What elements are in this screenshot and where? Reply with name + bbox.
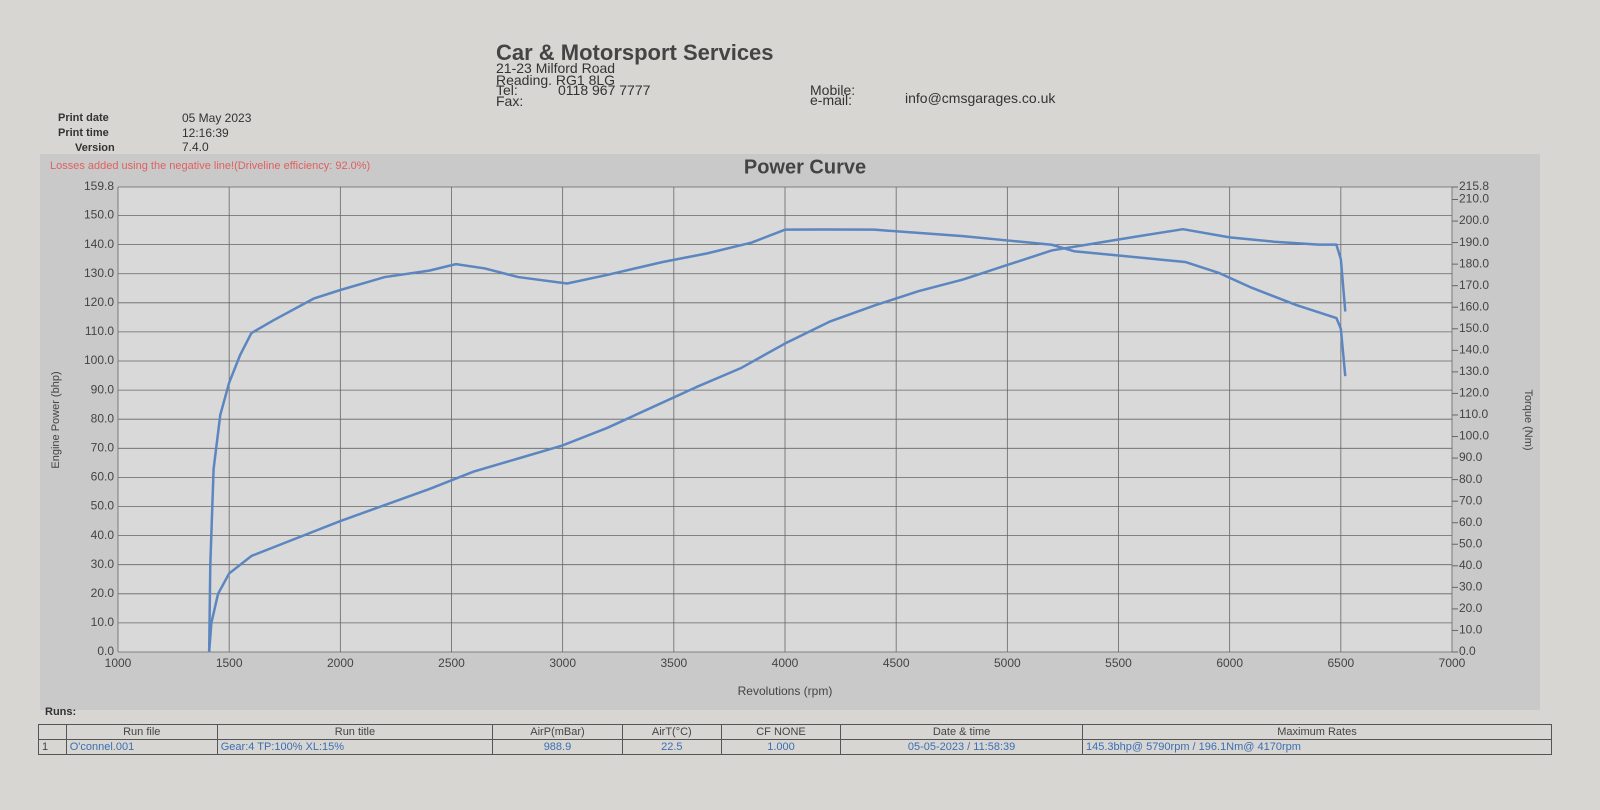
address: 21-23 Milford Road xyxy=(496,60,616,76)
y-tick-label: 50.0 xyxy=(91,499,115,513)
y-tick-label: 140.0 xyxy=(84,237,114,251)
email: info@cmsgarages.co.uk xyxy=(905,90,1056,106)
x-tick-label: 3000 xyxy=(549,656,576,670)
x-tick-label: 5000 xyxy=(994,656,1021,670)
cell: 988.9 xyxy=(492,739,623,755)
label: Tel: xyxy=(496,82,518,98)
x-tick-label: 1500 xyxy=(216,656,243,670)
header-cell: AirT(°C) xyxy=(621,724,722,740)
row: 1 O'connel.001 Gear:4 TP:100% XL:15% 988.9 2… xyxy=(38,739,1553,755)
label: Print date xyxy=(58,112,109,124)
y-tick-label: 70.0 xyxy=(91,440,115,454)
y2-tick-label: 70.0 xyxy=(1459,493,1483,507)
tel: 0118 967 7777 xyxy=(558,82,651,98)
y-tick-label: 90.0 xyxy=(91,382,115,396)
y2-tick-label: 110.0 xyxy=(1459,407,1488,421)
label: Fax: xyxy=(496,93,524,109)
label: Version xyxy=(75,142,115,154)
y-tick-label: 100.0 xyxy=(84,353,114,367)
cell: 1.000 xyxy=(720,739,842,755)
header-cell: AirP(mBar) xyxy=(492,724,623,740)
x-tick-label: 4000 xyxy=(772,656,799,670)
runs-label: Runs: xyxy=(45,706,77,718)
series-line xyxy=(207,228,1347,653)
header-row: Run file Run title AirP(mBar) AirT(°C) CF NO… xyxy=(38,724,1553,740)
y-tick-label: 30.0 xyxy=(91,557,115,571)
y2-tick-label: 150.0 xyxy=(1459,321,1489,335)
header-cell: Run file xyxy=(65,724,218,740)
y2-tick-label: 0.0 xyxy=(1459,644,1476,658)
y-tick-label: 40.0 xyxy=(91,528,115,542)
y-tick-label: 110.0 xyxy=(85,324,114,338)
y-axis-title: Engine Power (bhp) xyxy=(50,371,62,468)
y2-tick-label: 215.8 xyxy=(1459,179,1489,193)
y2-tick-label: 140.0 xyxy=(1459,343,1489,357)
y2-tick-label: 60.0 xyxy=(1459,515,1483,529)
y2-tick-label: 30.0 xyxy=(1459,580,1483,594)
x-axis-title: Revolutions (rpm) xyxy=(738,684,833,698)
x-tick-label: 5500 xyxy=(1105,656,1132,670)
y-tick-label: 159.8 xyxy=(84,179,114,193)
y2-tick-label: 100.0 xyxy=(1459,429,1489,443)
cell: 145.3bhp@ 5790rpm / 196.1Nm@ 4170rpm xyxy=(1081,739,1553,755)
y-tick-label: 20.0 xyxy=(91,586,115,600)
y-tick-label: 130.0 xyxy=(84,266,114,280)
y2-tick-label: 130.0 xyxy=(1459,364,1489,378)
chart-title: Power Curve xyxy=(744,156,866,178)
x-tick-label: 3500 xyxy=(660,656,687,670)
annotation: Losses added using the negative line!(Dr… xyxy=(50,160,370,172)
x-tick-label: 1000 xyxy=(105,656,132,670)
cell: 05-05-2023 / 11:58:39 xyxy=(840,739,1083,755)
y2-tick-label: 190.0 xyxy=(1459,235,1489,249)
y2-tick-label: 40.0 xyxy=(1459,558,1483,572)
y-tick-label: 80.0 xyxy=(91,411,115,425)
company: Car & Motorsport Services xyxy=(496,40,774,65)
y2-tick-label: 50.0 xyxy=(1459,536,1483,550)
y-tick-label: 10.0 xyxy=(91,615,115,629)
label: Print time xyxy=(58,127,109,139)
label: Mobile: xyxy=(810,82,856,98)
value: 05 May 2023 xyxy=(182,111,252,125)
y2-axis-title: Torque (Nm) xyxy=(1522,389,1534,450)
y2-tick-label: 180.0 xyxy=(1459,256,1489,270)
header-cell xyxy=(38,724,67,740)
y2-tick-label: 80.0 xyxy=(1459,472,1483,486)
y2-tick-label: 120.0 xyxy=(1459,386,1489,400)
header-cell: Maximum Rates xyxy=(1081,724,1553,740)
y2-tick-label: 160.0 xyxy=(1459,299,1489,313)
header-cell: Date & time xyxy=(840,724,1083,740)
x-tick-label: 6500 xyxy=(1327,656,1354,670)
x-tick-label: 2000 xyxy=(327,656,354,670)
cell: Gear:4 TP:100% XL:15% xyxy=(216,739,494,755)
runs-table: Run file Run title AirP(mBar) AirT(°C) CF NO… xyxy=(38,724,1553,755)
y-tick-label: 150.0 xyxy=(84,208,114,222)
y-tick-label: 120.0 xyxy=(84,295,114,309)
header-cell: CF NONE xyxy=(720,724,842,740)
x-tick-label: 6000 xyxy=(1216,656,1243,670)
label: e-mail: xyxy=(810,92,853,108)
y-tick-label: 0.0 xyxy=(97,644,114,658)
x-tick-label: 2500 xyxy=(438,656,465,670)
x-tick-label: 4500 xyxy=(883,656,910,670)
cell: O'connel.001 xyxy=(65,739,218,755)
y2-tick-label: 200.0 xyxy=(1459,213,1489,227)
header-cell: Run title xyxy=(216,724,494,740)
y2-tick-label: 90.0 xyxy=(1459,450,1483,464)
y2-tick-label: 170.0 xyxy=(1459,278,1489,292)
y2-tick-label: 20.0 xyxy=(1459,601,1483,615)
value: 7.4.0 xyxy=(182,140,209,154)
value: 12:16:39 xyxy=(182,126,229,140)
cell: 1 xyxy=(38,739,67,755)
series-line xyxy=(207,227,1347,653)
x-tick-label: 7000 xyxy=(1439,656,1466,670)
cell: 22.5 xyxy=(621,739,722,755)
y2-tick-label: 210.0 xyxy=(1459,192,1489,206)
y2-tick-label: 10.0 xyxy=(1459,623,1483,637)
y-tick-label: 60.0 xyxy=(91,470,115,484)
address: Reading. RG1 8LG xyxy=(496,72,616,88)
